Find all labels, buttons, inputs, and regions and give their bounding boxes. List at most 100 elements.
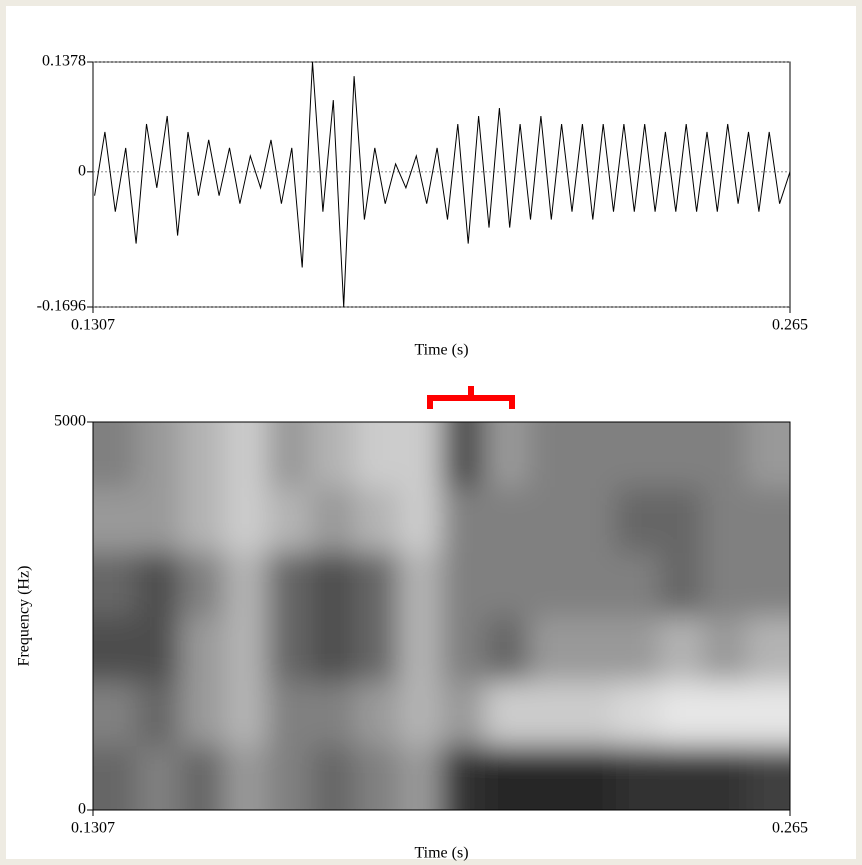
- spectrogram-cell: [615, 616, 661, 682]
- spectrogram-cells: [93, 422, 790, 810]
- spectrogram-cell: [746, 680, 790, 747]
- x-axis-label: Time (s): [414, 845, 468, 862]
- spectrogram-cell: [267, 486, 312, 553]
- spectrogram-cell: [485, 616, 530, 682]
- waveform: -0.1696 0 0.1378 0.1307 0.265 Time (s): [37, 53, 808, 359]
- spectrogram-cell: [180, 486, 225, 553]
- spectrogram-cell: [702, 745, 748, 810]
- spectrogram-cell: [572, 551, 617, 617]
- x-axis-label: Time (s): [414, 342, 468, 359]
- spectrogram-cell: [397, 745, 443, 810]
- spectrogram-cell: [485, 422, 530, 488]
- spectrogram-cell: [528, 486, 574, 553]
- spectrogram-cell: [93, 551, 138, 617]
- spectrogram-cell: [136, 486, 182, 553]
- spectrogram-cell: [485, 551, 530, 617]
- spectrogram-cell: [746, 551, 790, 617]
- spectrogram-cell: [354, 616, 399, 682]
- spectrogram-cell: [354, 486, 399, 553]
- spectrogram-cell: [572, 680, 617, 747]
- spectrogram-cell: [180, 680, 225, 747]
- spectrogram-cell: [180, 551, 225, 617]
- spectrogram-cell: [354, 680, 399, 747]
- spectrogram-cell: [528, 745, 574, 810]
- x-tick-label: 0.265: [772, 317, 808, 334]
- spectrogram-cell: [354, 551, 399, 617]
- spectrogram-cell: [702, 551, 748, 617]
- spectrogram-cell: [702, 616, 748, 682]
- spectrogram-cell: [441, 551, 487, 617]
- spectrogram-cell: [528, 680, 574, 747]
- spectrogram-cell: [659, 745, 704, 810]
- spectrogram-cell: [310, 616, 356, 682]
- spectrogram-cell: [441, 422, 487, 488]
- spectrogram-cell: [397, 422, 443, 488]
- y-tick-label: -0.1696: [37, 298, 86, 315]
- spectrogram-cell: [659, 616, 704, 682]
- spectrogram-cell: [572, 616, 617, 682]
- spectrogram-cell: [615, 422, 661, 488]
- plot-frame: [92, 421, 791, 811]
- spectrogram-cell: [136, 616, 182, 682]
- spectrogram-cell: [310, 745, 356, 810]
- spectrogram-cell: [397, 551, 443, 617]
- y-tick-label: 0.1378: [42, 53, 86, 70]
- spectrogram-cell: [702, 486, 748, 553]
- spectrogram-cell: [180, 745, 225, 810]
- spectrogram-cell: [223, 551, 269, 617]
- spectrogram-cell: [93, 745, 138, 810]
- spectrogram-cell: [267, 551, 312, 617]
- spectrogram-image: [93, 422, 790, 810]
- spectrogram-cell: [659, 422, 704, 488]
- spectrogram-cell: [136, 745, 182, 810]
- y-tick-label: 5000: [54, 413, 86, 430]
- spectrogram-cell: [93, 422, 138, 488]
- spectrogram-cell: [659, 680, 704, 747]
- spectrogram-cell: [528, 616, 574, 682]
- bracket-annotation: [427, 386, 515, 409]
- spectrogram-cell: [572, 422, 617, 488]
- spectrogram-cell: [746, 745, 790, 810]
- spectrogram-cell: [615, 680, 661, 747]
- spectrogram-cell: [310, 486, 356, 553]
- spectrogram-cell: [93, 486, 138, 553]
- spectrogram-cell: [528, 551, 574, 617]
- spectrogram-cell: [223, 616, 269, 682]
- spectrogram-cell: [223, 486, 269, 553]
- spectrogram-cell: [441, 616, 487, 682]
- x-tick-label: 0.1307: [71, 820, 115, 837]
- spectrogram-cell: [441, 680, 487, 747]
- x-tick-label: 0.265: [772, 820, 808, 837]
- spectrogram-cell: [615, 551, 661, 617]
- spectrogram-cell: [267, 422, 312, 488]
- spectrogram-cell: [485, 745, 530, 810]
- spectrogram-cell: [746, 616, 790, 682]
- spectrogram-cell: [702, 680, 748, 747]
- y-tick-label: 0: [78, 162, 86, 179]
- spectrogram-cell: [136, 551, 182, 617]
- spectrogram-cell: [746, 486, 790, 553]
- spectrogram-cell: [136, 680, 182, 747]
- spectrogram-cell: [397, 486, 443, 553]
- spectrogram-cell: [659, 486, 704, 553]
- spectrogram-cell: [615, 745, 661, 810]
- spectrogram-cell: [528, 422, 574, 488]
- spectrogram-cell: [397, 680, 443, 747]
- spectrogram-cell: [223, 422, 269, 488]
- spectrogram-cell: [572, 486, 617, 553]
- spectrogram-cell: [310, 551, 356, 617]
- spectrogram-cell: [746, 422, 790, 488]
- spectrogram-cell: [397, 616, 443, 682]
- spectrogram-cell: [310, 680, 356, 747]
- spectrogram-cell: [441, 486, 487, 553]
- waveform-line: [94, 61, 791, 308]
- spectrogram-cell: [223, 745, 269, 810]
- spectrogram: 0 5000 0.1307 0.265 Time (s) Frequency (Hz): [16, 413, 808, 862]
- spectrogram-cell: [615, 486, 661, 553]
- y-tick-label: 0: [78, 801, 86, 818]
- spectrogram-cell: [485, 680, 530, 747]
- x-tick-label: 0.1307: [71, 317, 115, 334]
- spectrogram-cell: [354, 422, 399, 488]
